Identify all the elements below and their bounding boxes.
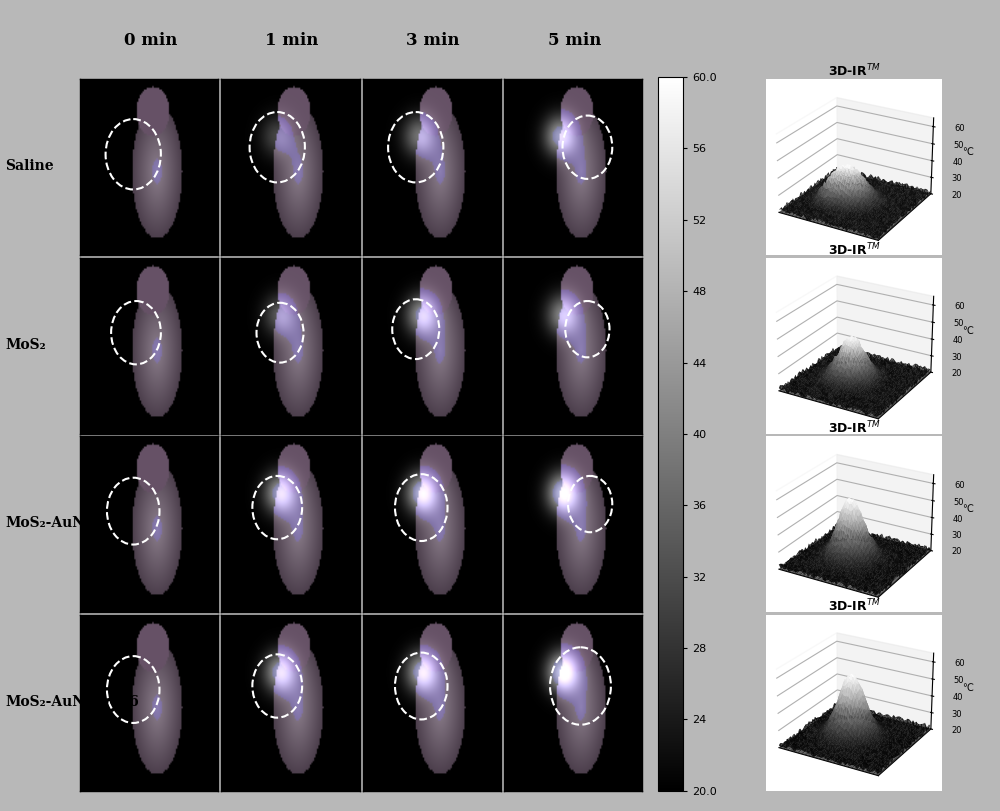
Title: 3D-IR$^{TM}$: 3D-IR$^{TM}$ bbox=[828, 420, 880, 436]
Text: 1 min: 1 min bbox=[265, 32, 319, 49]
Text: MoS₂-AuNPs: MoS₂-AuNPs bbox=[5, 516, 103, 530]
Title: 3D-IR$^{TM}$: 3D-IR$^{TM}$ bbox=[828, 242, 880, 258]
Text: 3 min: 3 min bbox=[406, 32, 460, 49]
Text: Saline: Saline bbox=[5, 159, 54, 174]
Title: 3D-IR$^{TM}$: 3D-IR$^{TM}$ bbox=[828, 63, 880, 79]
Title: 3D-IR$^{TM}$: 3D-IR$^{TM}$ bbox=[828, 599, 880, 615]
Text: 5 min: 5 min bbox=[548, 32, 601, 49]
Text: 0 min: 0 min bbox=[124, 32, 177, 49]
Text: MoS₂-AuNPs-Ce6: MoS₂-AuNPs-Ce6 bbox=[5, 694, 139, 709]
Text: MoS₂: MoS₂ bbox=[5, 337, 46, 352]
